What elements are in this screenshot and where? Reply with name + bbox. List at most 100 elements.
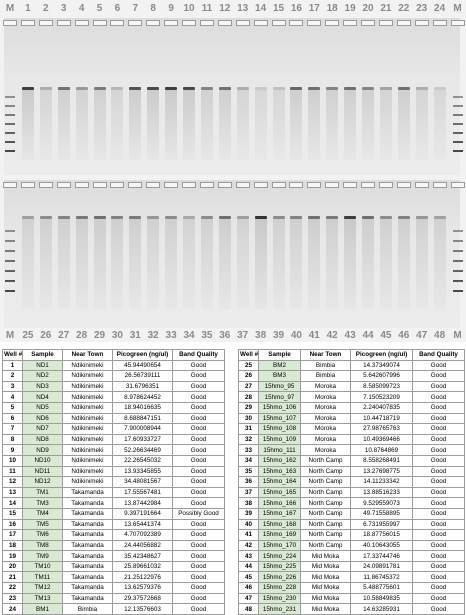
table-row: 18 TM8 Takamanda 24.44056882 Good bbox=[2, 539, 225, 552]
picogreen-value: 27.98765763 bbox=[350, 423, 413, 435]
band-quality: Good bbox=[172, 486, 225, 499]
lane-smear bbox=[379, 219, 392, 309]
near-town: Takamanda bbox=[62, 529, 113, 541]
gel-well bbox=[307, 20, 322, 26]
sample-name: 15hmo_169 bbox=[258, 529, 301, 541]
ladder-band bbox=[5, 123, 15, 125]
gel-well bbox=[450, 20, 465, 26]
band-quality: Good bbox=[172, 560, 225, 573]
near-town: Mid Moka bbox=[300, 603, 351, 615]
picogreen-value: 4.707092389 bbox=[112, 529, 173, 541]
near-town: Takamanda bbox=[62, 507, 113, 520]
dna-band bbox=[57, 87, 70, 90]
well-number: 27 bbox=[238, 380, 259, 393]
near-town: Moroka bbox=[300, 433, 351, 446]
picogreen-value: 13.87442984 bbox=[112, 497, 173, 509]
ladder-band bbox=[452, 123, 463, 125]
band-quality: Good bbox=[172, 454, 225, 467]
well-number: 45 bbox=[238, 571, 259, 584]
picogreen-value: 34.48081567 bbox=[112, 476, 173, 488]
gel-well bbox=[20, 182, 35, 188]
dna-band bbox=[75, 87, 88, 90]
dna-band bbox=[415, 87, 428, 90]
band-quality: Good bbox=[412, 476, 465, 488]
sample-name: ND5 bbox=[22, 401, 63, 414]
well-number: 13 bbox=[2, 486, 23, 499]
lane-label: 11 bbox=[201, 3, 213, 14]
near-town: Bimbia bbox=[300, 359, 351, 372]
band-quality: Good bbox=[172, 497, 225, 509]
picogreen-value: 13.88516233 bbox=[350, 486, 413, 499]
lane-label: 27 bbox=[58, 330, 70, 341]
band-quality: Good bbox=[412, 423, 465, 435]
table-row: 5 ND5 Ndikinimeki 18.94016635 Good bbox=[2, 401, 225, 414]
table-row: 8 ND8 Ndikinimeki 17.60933727 Good bbox=[2, 433, 225, 446]
near-town: North Camp bbox=[300, 529, 351, 541]
dna-band bbox=[236, 216, 249, 219]
table-row: 11 ND11 Ndikinimeki 13.93345855 Good bbox=[2, 465, 225, 478]
ladder-band bbox=[452, 240, 463, 242]
well-number: 4 bbox=[2, 391, 23, 403]
sample-name: 15hmo_108 bbox=[258, 423, 301, 435]
gel-well bbox=[253, 182, 268, 188]
lane-label: 18 bbox=[326, 3, 338, 14]
gel-well bbox=[92, 182, 107, 188]
picogreen-value: 22.26545032 bbox=[112, 454, 173, 467]
near-town: Ndikinimeki bbox=[62, 412, 113, 425]
band-quality: Good bbox=[412, 401, 465, 414]
lane-smear bbox=[75, 219, 88, 309]
well-number: 23 bbox=[2, 592, 23, 605]
picogreen-value: 18.94016635 bbox=[112, 401, 173, 414]
sample-name: TM5 bbox=[22, 518, 63, 531]
dna-band bbox=[129, 216, 142, 219]
table-row: 42 15hmo_170 North Camp 40.10643055 Good bbox=[238, 539, 465, 552]
lane-label: 31 bbox=[129, 330, 141, 341]
sample-name: 15hmo_111 bbox=[258, 444, 301, 456]
picogreen-value: 25.89661032 bbox=[112, 560, 173, 573]
ladder-band bbox=[5, 290, 15, 292]
picogreen-value: 24.44056882 bbox=[112, 539, 173, 552]
gel-well bbox=[3, 182, 17, 188]
lane-label: 30 bbox=[111, 330, 123, 341]
lane-smear bbox=[200, 219, 213, 309]
lane-smear bbox=[147, 90, 160, 160]
well-number: 19 bbox=[2, 550, 23, 562]
gel-well bbox=[414, 20, 429, 26]
gel-well bbox=[182, 182, 196, 188]
well-number: 10 bbox=[2, 454, 23, 467]
band-quality: Good bbox=[412, 539, 465, 552]
lane-smear bbox=[57, 219, 70, 309]
picogreen-value: 9.529559073 bbox=[350, 497, 413, 509]
picogreen-value: 5.488775601 bbox=[350, 582, 413, 594]
lane-smear bbox=[200, 90, 213, 160]
gel-well bbox=[325, 182, 340, 188]
well-number: 14 bbox=[2, 497, 23, 509]
well-number: 28 bbox=[238, 391, 259, 403]
column-header: Picogreen (ng/ul) bbox=[350, 349, 413, 361]
gel-well bbox=[343, 182, 358, 188]
picogreen-value: 5.642607996 bbox=[350, 370, 413, 382]
table-row: 24 BM1 Bimbia 12.13576603 Good bbox=[2, 603, 225, 615]
near-town: Bimbia bbox=[300, 370, 351, 382]
lane-label: 44 bbox=[362, 330, 374, 341]
band-quality: Good bbox=[412, 571, 465, 584]
gel-well bbox=[343, 20, 358, 26]
table-row: 28 15hmo_97 Moroka 7.150523209 Good bbox=[238, 391, 465, 403]
band-quality: Good bbox=[412, 465, 465, 478]
lane-smear bbox=[93, 90, 106, 160]
dna-band bbox=[254, 87, 267, 90]
lane-label: 9 bbox=[168, 3, 174, 14]
near-town: Ndikinimeki bbox=[62, 370, 113, 382]
ladder-band bbox=[452, 230, 463, 232]
gel-well bbox=[361, 20, 375, 26]
lane-label: 10 bbox=[183, 3, 195, 14]
dna-band bbox=[39, 87, 52, 90]
near-town: Ndikinimeki bbox=[62, 476, 113, 488]
lane-label: M bbox=[453, 330, 462, 341]
band-quality: Good bbox=[172, 582, 225, 594]
dna-band bbox=[93, 216, 106, 219]
dna-band bbox=[362, 216, 374, 219]
picogreen-value: 10.49369466 bbox=[350, 433, 413, 446]
gel-well bbox=[235, 20, 250, 26]
ladder-band bbox=[5, 105, 15, 107]
